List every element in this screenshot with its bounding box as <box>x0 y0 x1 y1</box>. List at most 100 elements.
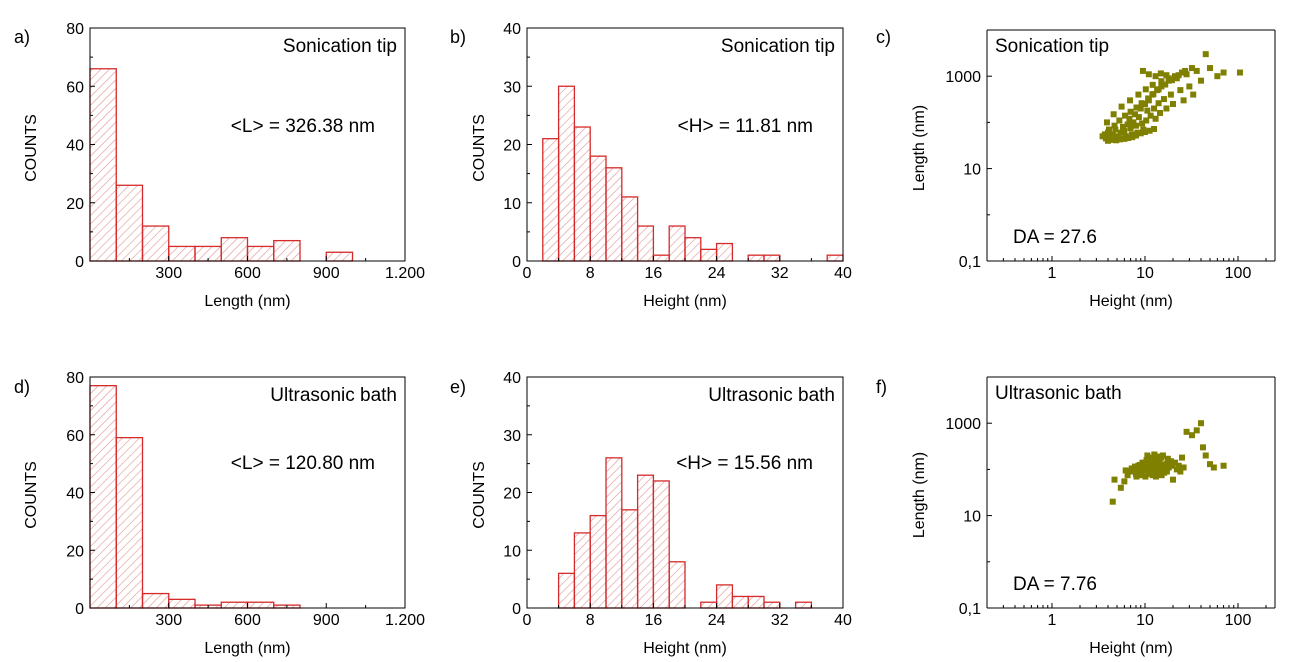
y-tick-label: 20 <box>503 486 521 503</box>
mean-annotation: <H> = 15.56 nm <box>676 453 813 474</box>
panel-b: b) 0 8 16 24 32 40 0 10 20 30 40 Height (nm) COUNTS So… <box>450 21 852 310</box>
scatter-point <box>1144 107 1151 114</box>
scatter-point <box>1167 458 1174 465</box>
histogram-bar <box>557 572 576 609</box>
mean-annotation: <L> = 120.80 nm <box>231 453 375 474</box>
scatter-point <box>1154 453 1161 460</box>
scatter-point <box>1188 65 1195 72</box>
scatter-point <box>1169 101 1176 108</box>
scatter-point <box>1206 65 1213 72</box>
histogram-bar <box>684 237 702 262</box>
y-tick-label: 60 <box>66 428 84 445</box>
scatter-point <box>1126 115 1133 122</box>
scatter-point <box>1190 91 1197 98</box>
scatter-point <box>1155 100 1162 107</box>
y-tick-label: 30 <box>503 428 521 445</box>
histogram-bar <box>715 242 734 262</box>
x-tick-label: 100 <box>1225 612 1252 629</box>
scatter-point <box>1183 428 1190 435</box>
y-tick-label: 40 <box>503 370 521 387</box>
scatter-point <box>1142 86 1149 93</box>
histogram-bar <box>589 514 607 609</box>
y-axis-label: COUNTS <box>471 114 488 182</box>
scatter-point <box>1197 420 1204 427</box>
histogram-bar <box>542 138 560 262</box>
x-tick-label: 0 <box>523 265 532 282</box>
scatter-point <box>1110 111 1117 118</box>
scatter-point <box>1132 122 1139 129</box>
scatter-point <box>1167 91 1174 98</box>
x-tick-label: 32 <box>771 612 789 629</box>
scatter-point <box>1180 97 1187 104</box>
scatter-point <box>1137 130 1144 137</box>
scatter-point <box>1125 134 1132 141</box>
histogram-bar <box>668 225 686 262</box>
scatter-point <box>1135 114 1142 121</box>
scatter-point <box>1197 77 1204 84</box>
histogram-bar <box>557 85 576 262</box>
scatter-point <box>1214 73 1221 80</box>
scatter-point <box>1146 127 1153 134</box>
histogram-bar <box>668 561 686 609</box>
scatter-point <box>1147 112 1154 119</box>
y-tick-label: 0 <box>75 254 84 271</box>
scatter-point <box>1151 125 1158 132</box>
y-axis-label: COUNTS <box>23 461 40 529</box>
panel-label: f) <box>876 377 887 397</box>
histogram-bar <box>589 155 607 262</box>
histogram-bar <box>747 254 765 262</box>
scatter-point <box>1149 81 1156 88</box>
histogram-bar <box>115 436 144 609</box>
scatter-point <box>1117 136 1124 143</box>
x-tick-label: 10 <box>1136 612 1154 629</box>
scatter-point <box>1179 454 1186 461</box>
mean-annotation: <H> = 11.81 nm <box>678 116 813 137</box>
scatter-point <box>1112 126 1119 133</box>
scatter-point <box>1138 472 1145 479</box>
y-tick-label: 40 <box>66 138 84 155</box>
x-tick-label: 300 <box>155 612 182 629</box>
histogram-bar <box>763 254 781 262</box>
scatter-point <box>1121 128 1128 135</box>
scatter-point <box>1202 452 1209 459</box>
y-tick-label: 10 <box>503 196 521 213</box>
x-axis-label: Height (nm) <box>1089 640 1173 657</box>
sample-annotation: Ultrasonic bath <box>995 383 1122 404</box>
x-tick-label: 8 <box>586 612 595 629</box>
scatter-point <box>1104 137 1111 144</box>
x-tick-label: 32 <box>771 265 789 282</box>
scatter-point <box>1163 105 1170 112</box>
x-tick-label: 24 <box>708 612 726 629</box>
y-tick-label: 0 <box>512 254 521 271</box>
scatter-point <box>1129 134 1136 141</box>
y-axis-label: Length (nm) <box>911 105 928 191</box>
y-tick-label: 10 <box>963 162 981 179</box>
panel-c: c) 1 10 100 0,1 10 1000 Height (nm) Length (nm) S… <box>876 27 1276 310</box>
scatter-point <box>1141 128 1148 135</box>
scatter-point <box>1145 463 1152 470</box>
y-axis-label: COUNTS <box>471 461 488 529</box>
scatter-point <box>1133 473 1140 480</box>
scatter-point <box>1151 462 1158 469</box>
scatter-point <box>1141 101 1148 108</box>
histogram-bar <box>621 509 639 609</box>
sample-annotation: Ultrasonic bath <box>270 385 397 406</box>
scatter-point <box>1103 119 1110 126</box>
histogram-bar <box>636 225 655 262</box>
scatter-point <box>1206 461 1213 468</box>
x-tick-label: 16 <box>645 265 663 282</box>
scatter-point <box>1177 468 1184 475</box>
sample-annotation: Sonication tip <box>283 36 397 57</box>
scatter-point <box>1105 126 1112 133</box>
scatter-point <box>1157 109 1164 116</box>
y-tick-label: 40 <box>503 21 521 38</box>
panel-e: e) 0 8 16 24 32 40 0 10 20 30 40 Height (nm) COUNTS Ul… <box>450 370 852 657</box>
y-tick-label: 1000 <box>945 416 981 433</box>
scatter-point <box>1220 462 1227 469</box>
x-tick-label: 1.200 <box>385 612 425 629</box>
x-axis-label: Length (nm) <box>204 293 290 310</box>
scatter-point <box>1171 459 1178 466</box>
x-tick-label: 40 <box>834 612 852 629</box>
panel-label: d) <box>14 377 30 397</box>
